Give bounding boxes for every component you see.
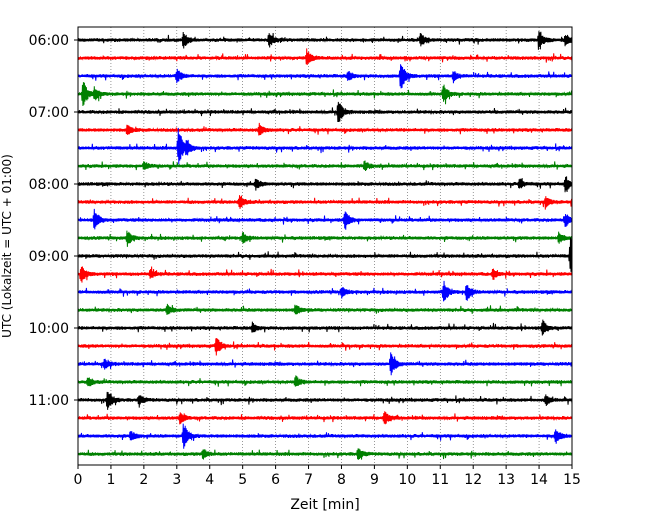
x-tick-label: 15 [563, 472, 581, 488]
plot-background [78, 27, 572, 465]
trace-0645 [77, 82, 573, 107]
x-tick-label: 8 [337, 472, 346, 488]
x-tick-label: 3 [172, 472, 181, 488]
x-tick-label: 9 [370, 472, 379, 488]
trace-0715 [77, 122, 573, 136]
trace-0745 [77, 160, 573, 171]
y-tick-label: 08:00 [29, 177, 69, 193]
trace-1130 [77, 423, 573, 449]
vertical-grid-lines [110, 27, 540, 465]
x-tick-label: 11 [431, 472, 449, 488]
trace-1145 [77, 448, 573, 460]
trace-1015 [77, 337, 573, 356]
x-tick-label: 1 [106, 472, 115, 488]
trace-1045 [77, 375, 573, 387]
trace-1030 [77, 352, 573, 376]
x-tick-label: 2 [139, 472, 148, 488]
trace-0915 [77, 266, 573, 283]
y-tick-label: 10:00 [29, 321, 69, 337]
trace-0700 [77, 101, 573, 123]
trace-0930 [77, 280, 573, 302]
seismogram-traces [77, 31, 573, 460]
trace-1000 [77, 319, 573, 336]
trace-0830 [77, 208, 573, 230]
trace-0600 [77, 31, 573, 50]
x-axis-ticks: 0 1 2 3 4 5 6 7 8 9 10 11 12 13 14 15 [74, 465, 581, 488]
x-tick-label: 7 [304, 472, 313, 488]
x-tick-label: 12 [464, 472, 482, 488]
x-tick-label: 13 [497, 472, 515, 488]
trace-0845 [77, 230, 573, 247]
x-tick-label: 0 [74, 472, 83, 488]
y-tick-label: 09:00 [29, 249, 69, 265]
trace-0900 [77, 237, 573, 272]
plot-frame [77, 26, 573, 466]
x-tick-label: 5 [238, 472, 247, 488]
trace-1115 [77, 411, 573, 425]
y-tick-label: 06:00 [29, 33, 69, 49]
x-tick-label: 4 [205, 472, 214, 488]
y-axis-label: UTC (Lokalzeit = UTC + 01:00) [0, 154, 14, 338]
trace-0630 [77, 64, 573, 89]
y-axis-ticks: 06:00 07:00 08:00 09:00 10:00 11:00 [29, 33, 78, 409]
x-axis-label: Zeit [min] [290, 497, 359, 513]
trace-0730 [77, 127, 573, 165]
trace-0815 [77, 195, 573, 210]
trace-0945 [77, 303, 573, 315]
trace-0800 [77, 176, 573, 193]
x-tick-label: 10 [398, 472, 416, 488]
x-tick-label: 6 [271, 472, 280, 488]
y-tick-label: 11:00 [29, 393, 69, 409]
trace-0615 [77, 48, 573, 66]
trace-1100 [77, 391, 573, 410]
y-tick-label: 07:00 [29, 105, 69, 121]
x-tick-label: 14 [530, 472, 548, 488]
